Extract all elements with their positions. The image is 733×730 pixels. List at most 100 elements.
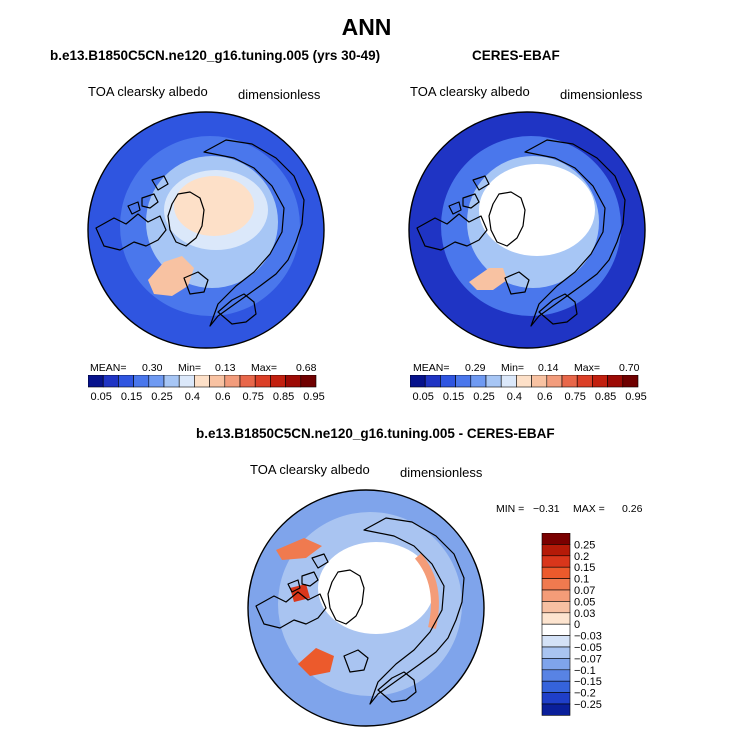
coast-alaska: [183, 271, 209, 295]
panel-3-min-label: MIN =: [496, 503, 525, 515]
coast-islands: [448, 175, 490, 215]
map-boundary-circle: [87, 111, 325, 349]
colorbar-tick-label: −0.2: [574, 688, 596, 700]
colorbar-swatch: [239, 375, 256, 388]
panel-1-mean-label: MEAN=: [90, 362, 127, 374]
panel-3-title: b.e13.B1850C5CN.ne120_g16.tuning.005 - C…: [196, 426, 555, 441]
colorbar-swatch: [485, 375, 502, 388]
colorbar-tick-label: 0.05: [90, 391, 111, 403]
coast-greenland: [167, 191, 205, 247]
colorbar-tick-label: 0.4: [507, 391, 522, 403]
map-boundary-circle: [247, 489, 485, 727]
map-greenland-high-albedo: [469, 268, 507, 290]
colorbar-tick-label: −0.07: [574, 653, 602, 665]
map-missing-data-region: [318, 542, 434, 634]
colorbar-swatch: [541, 555, 571, 568]
panel-3-max-value: 0.26: [622, 503, 643, 515]
colorbar-tick-label: 0: [574, 619, 580, 631]
colorbar-tick-label: 0.95: [625, 391, 646, 403]
colorbar-tick-label: 0.25: [473, 391, 494, 403]
colorbar-swatch: [133, 375, 150, 388]
coast-alaska: [504, 271, 530, 295]
colorbar-tick-label: −0.25: [574, 699, 602, 711]
colorbar-swatch: [118, 375, 134, 388]
colorbar-swatch: [541, 669, 571, 682]
colorbar-swatch: [194, 375, 210, 388]
colorbar-swatch: [270, 375, 286, 388]
colorbar-tick-label: −0.1: [574, 665, 596, 677]
colorbar-swatch: [224, 375, 241, 388]
colorbar-swatch: [410, 375, 426, 388]
colorbar-tick-label: −0.05: [574, 642, 602, 654]
colorbar-swatch: [541, 612, 571, 625]
colorbar-tick-label: 0.75: [564, 391, 585, 403]
colorbar-swatch: [541, 623, 571, 636]
panel-2-min-value: 0.14: [538, 362, 559, 374]
panel-3-polar-map: [247, 489, 485, 727]
map-positive-bias-greenland: [298, 648, 334, 676]
map-boundary-circle: [408, 111, 646, 349]
colorbar-swatch: [541, 578, 571, 591]
panel-3-min-value: −0.31: [533, 503, 560, 515]
map-arctic-high-albedo: [174, 176, 254, 236]
coast-eurasia: [203, 139, 305, 327]
colorbar-swatch: [254, 375, 271, 388]
map-greenland-high-albedo: [148, 256, 194, 296]
panel-2-max-value: 0.70: [619, 362, 640, 374]
panel-1-title: b.e13.B1850C5CN.ne120_g16.tuning.005 (yr…: [50, 48, 381, 63]
colorbar-swatch: [607, 375, 624, 388]
panel-1-max-label: Max=: [251, 362, 277, 374]
colorbar-swatch: [300, 375, 317, 388]
panel-3-max-label: MAX =: [573, 503, 605, 515]
coast-eurasia: [363, 517, 465, 705]
colorbar-tick-label: −0.03: [574, 631, 602, 643]
colorbar-tick-label: 0.4: [185, 391, 200, 403]
panel-2-units: dimensionless: [560, 87, 643, 102]
coast-islands: [287, 553, 329, 593]
coast-canada: [255, 591, 327, 629]
panel-2-mean-label: MEAN=: [413, 362, 450, 374]
colorbar-swatch: [541, 658, 571, 671]
panel-1-max-value: 0.68: [296, 362, 317, 374]
coast-canada: [95, 213, 167, 251]
colorbar-swatch: [516, 375, 532, 388]
colorbar-tick-label: 0.85: [273, 391, 294, 403]
coast-canada: [416, 213, 488, 251]
colorbar-tick-label: 0.15: [574, 562, 595, 574]
panel-3-colorbar: 0.250.20.150.10.070.050.030−0.03−0.05−0.…: [541, 533, 602, 716]
colorbar-tick-label: 0.03: [574, 608, 595, 620]
panel-2-colorbar: 0.05 0.15 0.25 0.4 0.6 0.75 0.85 0.95: [410, 375, 647, 403]
colorbar-swatch: [592, 375, 608, 388]
panel-1-min-label: Min=: [178, 362, 202, 374]
colorbar-swatch: [541, 692, 571, 705]
panel-1-colorbar: 0.05 0.15 0.25 0.4 0.6 0.75 0.85 0.95: [88, 375, 325, 403]
coast-scandinavia: [217, 293, 257, 325]
panel-1-variable: TOA clearsky albedo: [88, 84, 208, 99]
panel-2-variable: TOA clearsky albedo: [410, 84, 530, 99]
colorbar-swatch: [541, 635, 571, 648]
colorbar-tick-label: 0.05: [574, 596, 595, 608]
colorbar-swatch: [440, 375, 456, 388]
colorbar-tick-label: 0.07: [574, 585, 595, 597]
colorbar-swatch: [576, 375, 593, 388]
panel-3-units: dimensionless: [400, 465, 483, 480]
coast-islands: [127, 175, 169, 215]
colorbar-swatch: [541, 533, 571, 545]
colorbar-swatch: [102, 375, 119, 388]
colorbar-swatch: [500, 375, 517, 388]
panel-1-mean-value: 0.30: [142, 362, 163, 374]
coast-eurasia: [524, 139, 626, 327]
panel-2-max-label: Max=: [574, 362, 600, 374]
panel-2-mean-value: 0.29: [465, 362, 486, 374]
map-positive-bias-arc: [414, 553, 439, 629]
colorbar-swatch: [424, 375, 441, 388]
colorbar-tick-label: 0.6: [537, 391, 552, 403]
coast-greenland: [488, 191, 526, 247]
panel-3-variable: TOA clearsky albedo: [250, 462, 370, 477]
colorbar-tick-label: 0.75: [242, 391, 263, 403]
colorbar-swatch: [88, 375, 104, 388]
map-positive-bias-alaska: [276, 538, 322, 560]
colorbar-swatch: [541, 566, 571, 579]
colorbar-swatch: [531, 375, 548, 388]
colorbar-tick-label: 0.25: [151, 391, 172, 403]
